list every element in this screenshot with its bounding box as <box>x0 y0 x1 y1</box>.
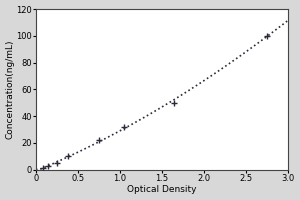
X-axis label: Optical Density: Optical Density <box>127 185 196 194</box>
Y-axis label: Concentration(ng/mL): Concentration(ng/mL) <box>6 40 15 139</box>
